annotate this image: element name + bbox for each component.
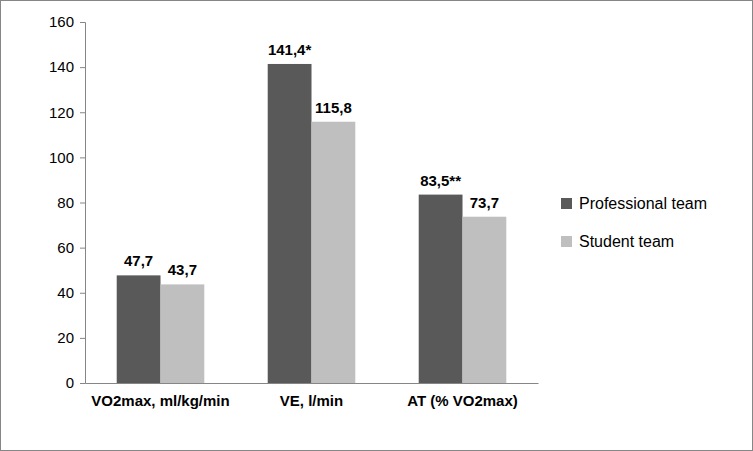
- chart-border: [1, 1, 753, 451]
- bar: [419, 195, 463, 383]
- y-tick-label: 160: [49, 13, 74, 30]
- x-tick: AT (% VO2max): [407, 383, 518, 409]
- y-tick-mark: [80, 22, 85, 23]
- bar: [312, 122, 356, 383]
- y-tick-label: 0: [66, 374, 74, 391]
- y-tick: 60: [57, 239, 85, 256]
- y-tick-mark: [80, 157, 85, 158]
- chart-svg: 0 20 40 60 80 100 120 140 160 VO2max, ml/kg/min VE…: [0, 0, 753, 451]
- x-tick-label: VE, l/min: [280, 392, 343, 409]
- y-tick: 160: [49, 13, 85, 30]
- legend-item: Student team: [561, 233, 674, 250]
- legend-label: Professional team: [579, 195, 707, 212]
- y-axis: 0 20 40 60 80 100 120 140 160: [49, 13, 86, 391]
- data-label: 83,5**: [420, 172, 461, 189]
- y-tick-label: 140: [49, 58, 74, 75]
- bar: [463, 217, 507, 383]
- y-tick: 20: [57, 329, 85, 346]
- data-label: 115,8: [315, 99, 352, 116]
- y-tick-mark: [80, 293, 85, 294]
- bar: [268, 64, 312, 383]
- legend-swatch: [561, 236, 572, 247]
- bar: [161, 284, 205, 383]
- y-tick: 0: [66, 374, 85, 391]
- y-tick-mark: [80, 338, 85, 339]
- data-label: 47,7: [124, 252, 153, 269]
- data-label: 43,7: [168, 261, 197, 278]
- y-tick-label: 100: [49, 149, 74, 166]
- y-tick-label: 80: [57, 194, 74, 211]
- y-tick-label: 20: [57, 329, 74, 346]
- legend-swatch: [561, 198, 572, 209]
- y-tick-mark: [80, 383, 85, 384]
- y-tick: 80: [57, 194, 85, 211]
- data-label: 141,4*: [268, 41, 312, 58]
- y-tick-label: 120: [49, 104, 74, 121]
- y-tick-mark: [80, 203, 85, 204]
- x-tick: VE, l/min: [280, 383, 343, 409]
- y-tick: 140: [49, 58, 85, 75]
- y-tick: 120: [49, 104, 85, 121]
- legend-item: Professional team: [561, 195, 707, 212]
- bars: [117, 64, 507, 383]
- y-tick-mark: [80, 112, 85, 113]
- y-tick-mark: [80, 248, 85, 249]
- y-tick-label: 60: [57, 239, 74, 256]
- x-tick-label: VO2max, ml/kg/min: [91, 392, 229, 409]
- y-tick: 40: [57, 284, 85, 301]
- y-tick-label: 40: [57, 284, 74, 301]
- y-tick-mark: [80, 67, 85, 68]
- legend-label: Student team: [579, 233, 674, 250]
- y-axis-line: [80, 23, 86, 384]
- legend: Professional team Student team: [561, 195, 707, 250]
- data-label: 73,7: [470, 194, 499, 211]
- x-axis-line: [86, 383, 539, 384]
- y-tick: 100: [49, 149, 85, 166]
- x-tick: VO2max, ml/kg/min: [91, 383, 229, 409]
- data-labels: 47,7 141,4* 83,5** 43,7 115,8 73,7: [124, 41, 499, 278]
- x-axis: VO2max, ml/kg/min VE, l/min AT (% VO2max): [86, 383, 539, 409]
- x-tick-label: AT (% VO2max): [407, 392, 518, 409]
- bar: [117, 275, 161, 383]
